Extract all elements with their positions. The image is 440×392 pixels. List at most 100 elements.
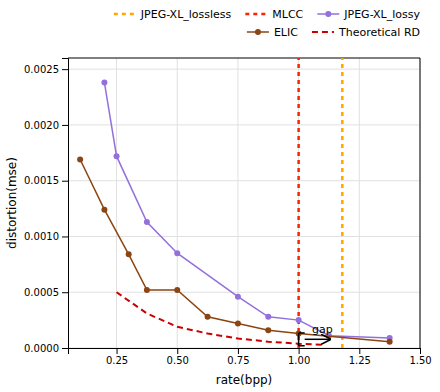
grid-line-y <box>68 236 420 237</box>
x-tick-mark <box>299 348 300 354</box>
y-tick-label: 0.0020 <box>24 120 59 131</box>
series-line <box>104 83 389 338</box>
series-line <box>80 160 390 342</box>
series-point <box>265 327 271 333</box>
plot-frame <box>420 58 421 348</box>
series-point <box>126 251 132 257</box>
x-tick: 0.50 <box>167 348 189 366</box>
series-point <box>235 294 241 300</box>
chart: 0.250.500.751.001.251.500.00000.00050.00… <box>0 0 440 392</box>
y-tick-mark <box>62 292 68 293</box>
legend-item: Theoretical RD <box>312 26 420 39</box>
y-tick: 0.0025 <box>24 64 68 75</box>
grid <box>68 58 420 348</box>
x-tick: 1.25 <box>349 348 371 366</box>
y-tick-mark <box>62 236 68 237</box>
y-axis-title: distortion(mse) <box>5 157 19 249</box>
y-tick: 0.0020 <box>24 120 68 131</box>
series-point <box>387 339 393 345</box>
legend-label: MLCC <box>272 8 303 21</box>
x-tick-mark <box>177 348 178 354</box>
grid-line-x <box>116 58 117 348</box>
grid-line-x <box>420 58 421 348</box>
legend-label: JPEG-XL_lossy <box>343 8 420 21</box>
legend-swatch <box>114 13 136 16</box>
series-point <box>296 317 302 323</box>
x-axis: 0.25 0.50 0.75 1.00 1.25 1.50 <box>69 348 432 366</box>
bracket-bar <box>298 333 300 346</box>
bracket-tick <box>299 332 305 334</box>
grid-line-y <box>68 180 420 181</box>
y-tick-mark <box>62 125 68 126</box>
plot-area <box>77 58 393 348</box>
x-tick-label: 0.50 <box>167 355 189 366</box>
x-tick-mark <box>117 348 118 354</box>
legend-swatch <box>245 13 267 16</box>
grid-line-x <box>359 58 360 348</box>
grid-line-y <box>68 124 420 125</box>
legend-marker <box>255 29 261 35</box>
vertical-line <box>297 58 300 348</box>
y-axis-line <box>62 59 69 349</box>
y-tick-label: 0.0010 <box>24 231 59 242</box>
y-tick-label: 0.0000 <box>24 343 59 354</box>
x-tick: 1.00 <box>288 348 310 366</box>
legend-label: JPEG-XL_lossless <box>140 8 232 21</box>
series-point <box>174 287 180 293</box>
vertical-line <box>341 58 344 348</box>
series-point <box>144 219 150 225</box>
legend-marker <box>325 11 331 17</box>
series-point <box>101 80 107 86</box>
legend: JPEG-XL_lossless MLCC JPEG-XL_lossy ELIC The… <box>114 8 421 39</box>
series-point <box>174 250 180 256</box>
x-axis-title: rate(bpp) <box>216 373 273 387</box>
x-tick-mark <box>238 348 239 354</box>
y-tick-label: 0.0025 <box>24 64 59 75</box>
y-tick: 0.0000 <box>24 343 68 354</box>
x-tick-label: 0.25 <box>106 355 128 366</box>
legend-item: MLCC <box>245 8 303 21</box>
y-tick: 0.0005 <box>24 287 68 298</box>
series-point <box>235 320 241 326</box>
grid-line-x <box>177 58 178 348</box>
series-point <box>101 207 107 213</box>
y-tick-label: 0.0005 <box>24 287 59 298</box>
x-tick: 0.75 <box>227 348 249 366</box>
x-tick: 1.50 <box>409 348 431 366</box>
legend-item: JPEG-XL_lossless <box>114 8 232 21</box>
series-point <box>265 314 271 320</box>
y-tick-mark <box>62 348 68 349</box>
gap-arrow <box>305 339 330 341</box>
series-line <box>117 292 323 345</box>
x-tick-mark <box>420 348 421 354</box>
y-axis: 0.0000 0.0005 0.0010 0.0015 0.0020 0.0025 <box>24 59 69 354</box>
x-tick-mark <box>359 348 360 354</box>
legend-label: ELIC <box>274 26 298 39</box>
grid-line-y <box>68 292 420 293</box>
x-tick-label: 0.75 <box>227 355 249 366</box>
annotation-text: gap <box>312 323 333 336</box>
legend-item: ELIC <box>247 26 298 39</box>
plot-frame <box>68 58 420 59</box>
bracket-tick <box>299 345 305 347</box>
legend-label: Theoretical RD <box>338 26 420 39</box>
x-axis-line <box>69 349 421 355</box>
y-tick: 0.0010 <box>24 231 68 242</box>
series-point <box>205 314 211 320</box>
series-point <box>144 287 150 293</box>
x-tick-label: 1.50 <box>409 355 431 366</box>
y-tick-label: 0.0015 <box>24 175 59 186</box>
legend-item: JPEG-XL_lossy <box>317 8 420 21</box>
grid-line-y <box>68 69 420 70</box>
series-point <box>114 153 120 159</box>
y-tick-mark <box>62 181 68 182</box>
grid-line-x <box>298 58 299 348</box>
x-tick: 0.25 <box>106 348 128 366</box>
series-point <box>77 157 83 163</box>
grid-line-x <box>237 58 238 348</box>
x-tick-label: 1.00 <box>288 355 310 366</box>
y-tick: 0.0015 <box>24 175 68 186</box>
legend-swatch <box>312 31 334 33</box>
y-tick-mark <box>62 69 68 70</box>
x-tick-label: 1.25 <box>349 355 371 366</box>
